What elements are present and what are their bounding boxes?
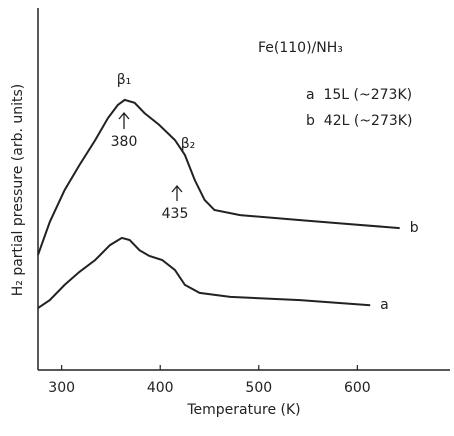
line-series <box>37 98 400 256</box>
arrow <box>118 111 130 129</box>
arrow <box>171 184 183 201</box>
y-axis-label: H₂ partial pressure (arb. units) <box>10 84 26 297</box>
x-tick-label: 600 <box>344 380 371 396</box>
x-tick-label: 300 <box>48 380 75 396</box>
annotation: 380 <box>111 134 138 150</box>
annotation: β₂ <box>181 136 196 152</box>
annotation: β₁ <box>117 72 132 88</box>
line-series <box>37 236 371 309</box>
series-label: b <box>410 220 419 236</box>
chart-title: Fe(110)/NH₃ <box>258 40 343 56</box>
x-tick-label: 500 <box>245 380 272 396</box>
x-axis-label: Temperature (K) <box>186 402 300 418</box>
series-label: a <box>380 297 389 313</box>
annotation: 435 <box>162 206 189 222</box>
legend-line: b 42L (~273K) <box>306 113 412 129</box>
x-tick-label: 400 <box>147 380 174 396</box>
legend-line: a 15L (~273K) <box>306 87 412 103</box>
